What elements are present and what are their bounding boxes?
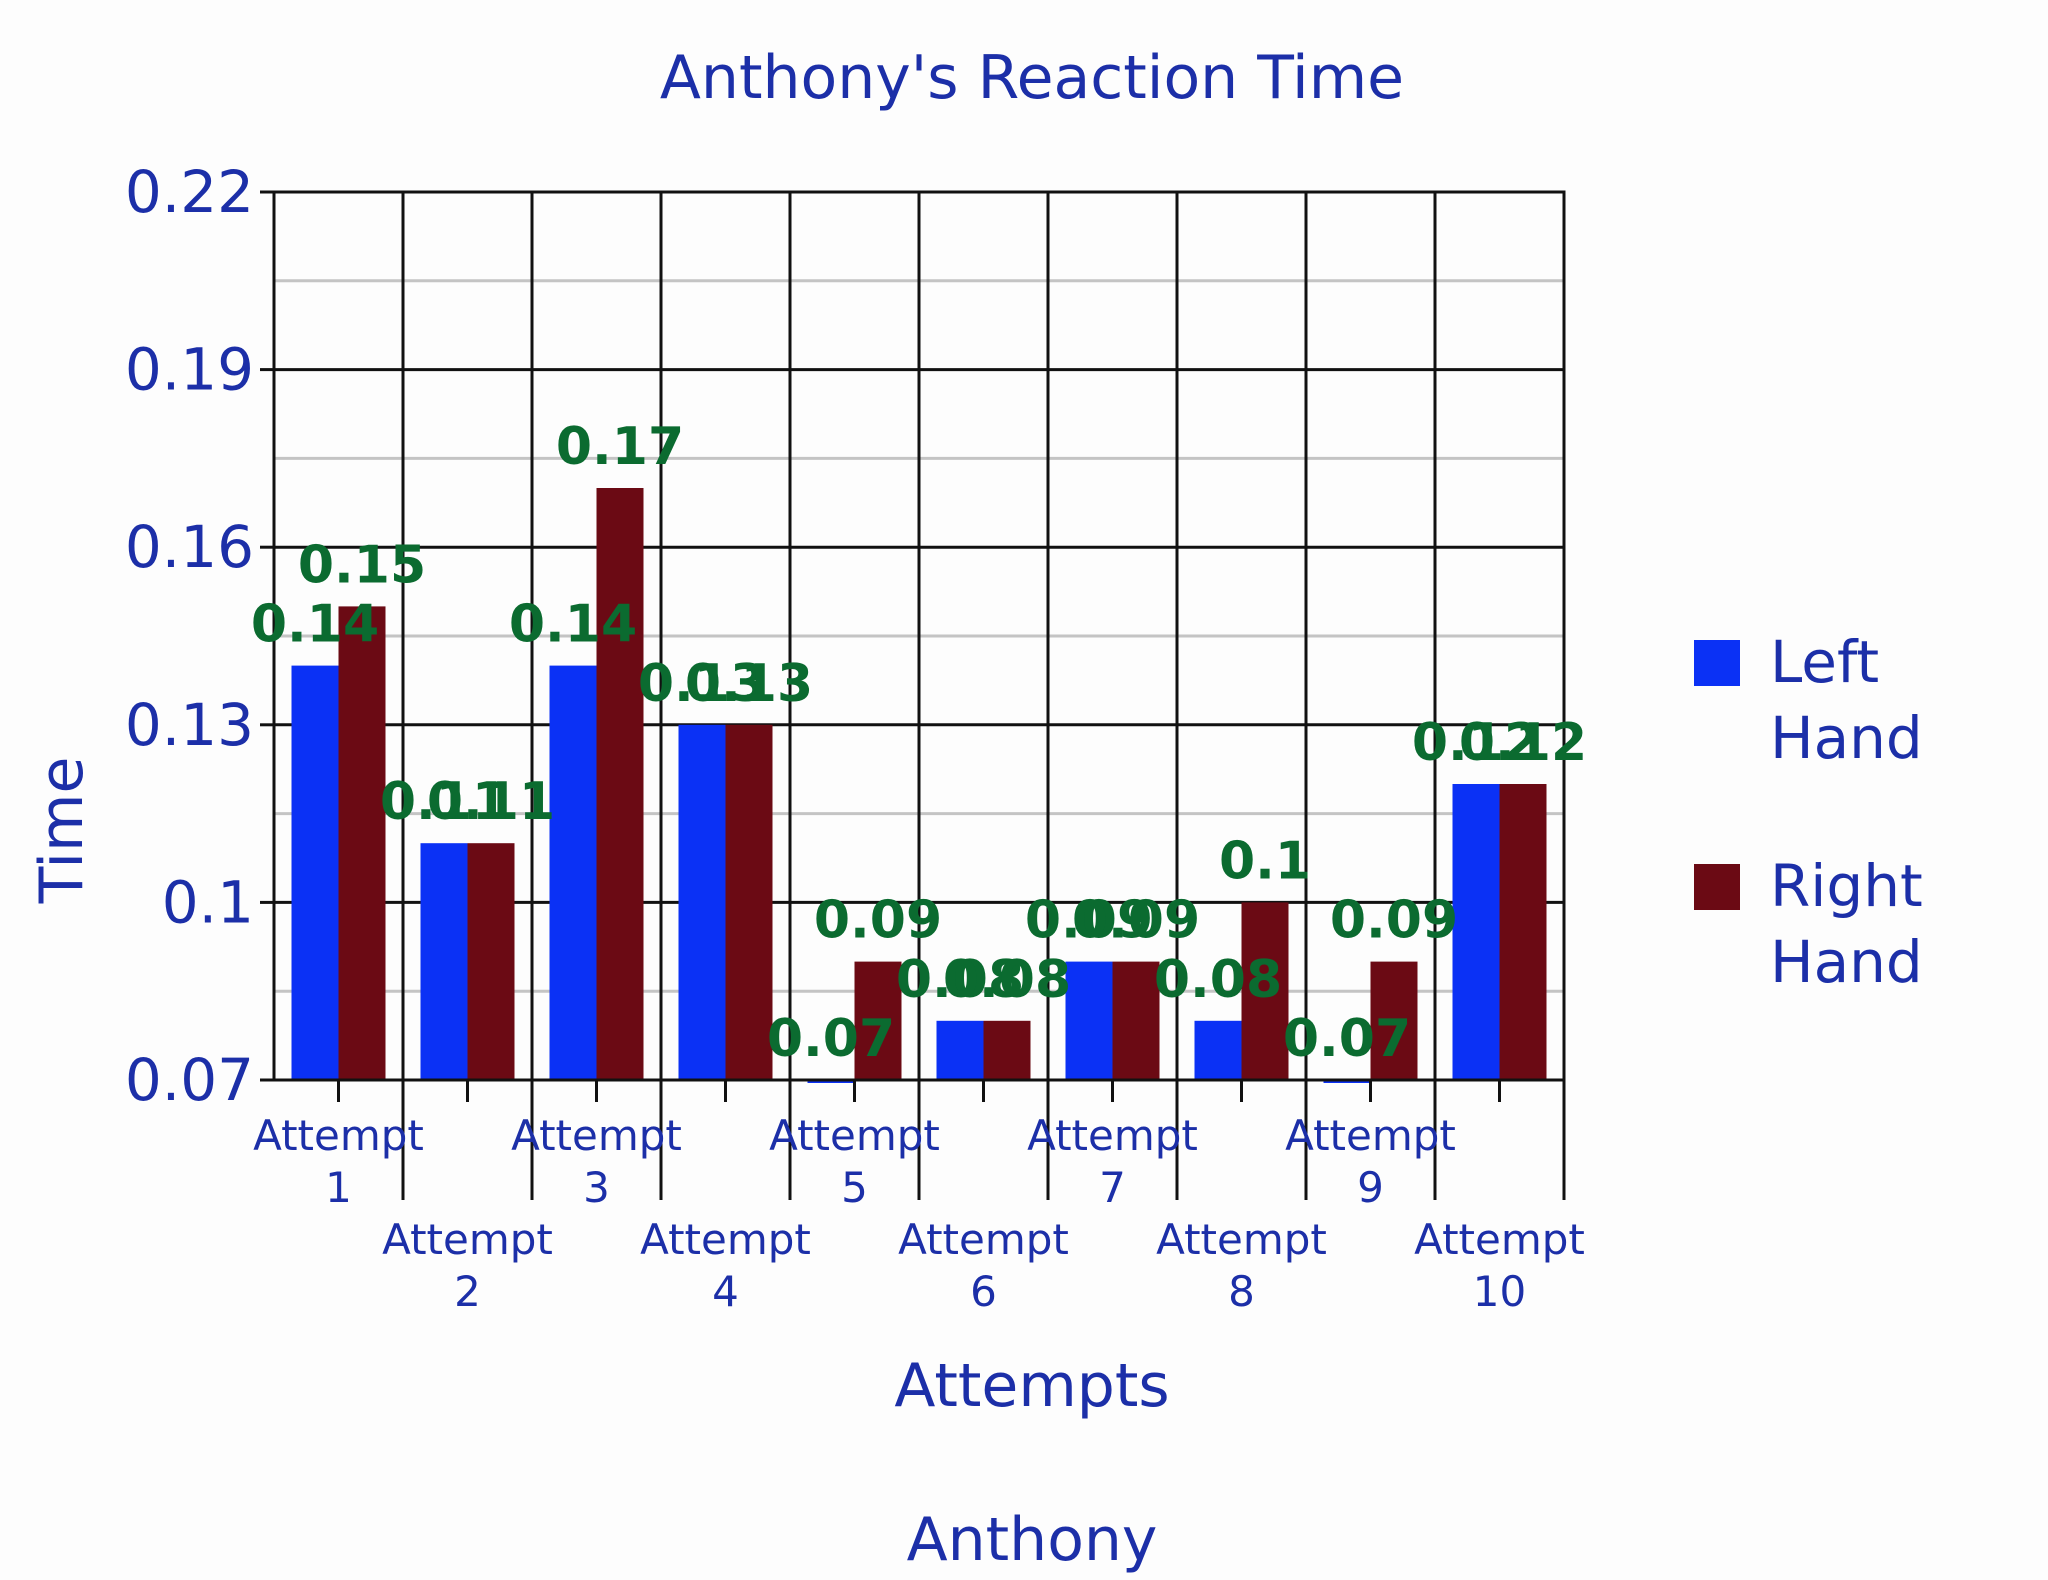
x-tick-label: Attempt	[382, 1215, 553, 1264]
x-tick-label: 7	[1099, 1163, 1126, 1212]
bar-right-hand	[1370, 961, 1418, 1080]
data-labels: 0.140.150.110.110.140.170.130.130.070.09…	[251, 417, 1587, 1069]
y-tick-label: 0.13	[125, 691, 254, 759]
x-tick-label: 10	[1473, 1267, 1526, 1316]
legend-label: Hand	[1770, 928, 1923, 996]
x-tick-label: 6	[970, 1267, 997, 1316]
x-tick-label: Attempt	[769, 1111, 940, 1160]
data-label-left-hand: 0.12	[1412, 713, 1540, 773]
y-tick-label: 0.1	[162, 868, 254, 936]
data-label-left-hand: 0.09	[1025, 891, 1153, 951]
data-label-right-hand: 0.17	[556, 417, 684, 477]
x-tick-label: 2	[454, 1267, 481, 1316]
bar-right-hand	[854, 961, 902, 1080]
data-label-right-hand: 0.12	[1459, 713, 1587, 773]
x-tick-label: Attempt	[1156, 1215, 1327, 1264]
x-tick-label: 9	[1357, 1163, 1384, 1212]
x-tick-label: 8	[1228, 1267, 1255, 1316]
bars	[291, 488, 1547, 1083]
bar-left-hand	[678, 724, 726, 1080]
chart-title: Anthony's Reaction Time	[660, 43, 1404, 113]
bar-right-hand	[1499, 784, 1547, 1080]
y-axis-title: Time	[27, 757, 97, 905]
x-tick-label: 1	[325, 1163, 352, 1212]
y-tick-label: 0.19	[125, 336, 254, 404]
bar-left-hand	[936, 1020, 984, 1080]
data-label-right-hand: 0.15	[298, 535, 426, 595]
x-tick-label: Attempt	[898, 1215, 1069, 1264]
bar-left-hand	[549, 665, 597, 1080]
data-label-right-hand: 0.09	[814, 891, 942, 951]
legend-label: Left	[1770, 628, 1879, 696]
footer-label: Anthony	[907, 1505, 1158, 1575]
bar-right-hand	[467, 843, 515, 1080]
data-label-left-hand: 0.08	[1154, 950, 1282, 1010]
data-label-left-hand: 0.07	[767, 1009, 895, 1069]
data-label-right-hand: 0.09	[1330, 891, 1458, 951]
y-tick-label: 0.07	[125, 1046, 254, 1114]
bar-right-hand	[725, 724, 773, 1080]
x-tick-label: Attempt	[511, 1111, 682, 1160]
data-label-left-hand: 0.11	[380, 772, 508, 832]
bar-left-hand	[291, 665, 339, 1080]
y-tick-label: 0.16	[125, 513, 254, 581]
bar-right-hand	[1241, 902, 1289, 1080]
bar-right-hand	[596, 488, 644, 1080]
data-label-left-hand: 0.13	[638, 654, 766, 714]
bar-left-hand	[1065, 961, 1113, 1080]
x-axis-title: Attempts	[894, 1351, 1169, 1421]
data-label-left-hand: 0.14	[251, 595, 379, 655]
data-label-right-hand: 0.09	[1072, 891, 1200, 951]
data-label-right-hand: 0.11	[427, 772, 555, 832]
data-label-left-hand: 0.08	[896, 950, 1024, 1010]
legend-swatch	[1694, 640, 1740, 686]
y-tick-label: 0.22	[125, 158, 254, 226]
x-tick-label: Attempt	[1027, 1111, 1198, 1160]
bar-right-hand	[1112, 961, 1160, 1080]
x-tick-label: Attempt	[1285, 1111, 1456, 1160]
bar-right-hand	[338, 606, 386, 1080]
data-label-left-hand: 0.07	[1283, 1009, 1411, 1069]
data-label-right-hand: 0.13	[685, 654, 813, 714]
data-label-right-hand: 0.08	[943, 950, 1071, 1010]
x-tick-label: Attempt	[253, 1111, 424, 1160]
legend: Left Hand Right Hand	[1694, 628, 1923, 996]
bar-left-hand	[1194, 1020, 1242, 1080]
y-axis: 0.07 0.1 0.13 0.16 0.19 0.22	[125, 158, 254, 1114]
x-tick-label: 5	[841, 1163, 868, 1212]
x-tick-label: 3	[583, 1163, 610, 1212]
bar-left-hand	[420, 843, 468, 1080]
legend-swatch	[1694, 864, 1740, 910]
x-tick-label: Attempt	[1414, 1215, 1585, 1264]
legend-label: Hand	[1770, 704, 1923, 772]
data-label-left-hand: 0.14	[509, 595, 637, 655]
legend-label: Right	[1770, 852, 1923, 920]
bar-left-hand	[1452, 784, 1500, 1080]
data-label-right-hand: 0.1	[1219, 831, 1311, 891]
bar-right-hand	[983, 1020, 1031, 1080]
x-axis: Attempt1Attempt2Attempt3Attempt4Attempt5…	[253, 1080, 1585, 1316]
x-tick-label: 4	[712, 1267, 739, 1316]
x-tick-label: Attempt	[640, 1215, 811, 1264]
